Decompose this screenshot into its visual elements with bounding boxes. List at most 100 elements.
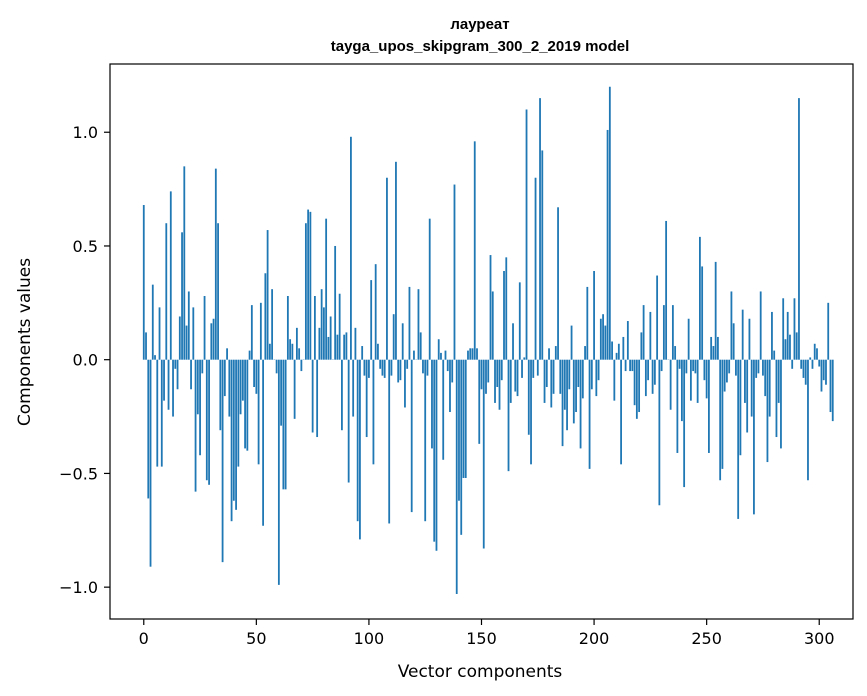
bar-176 [539,98,541,360]
bar-148 [476,348,478,360]
bar-283 [780,359,782,449]
bar-165 [514,359,517,392]
bar-6 [156,359,159,467]
bar-32 [214,168,217,360]
bar-29 [208,359,210,485]
bar-192 [575,359,577,413]
bar-14 [174,359,177,369]
bar-90 [345,332,348,360]
bar-56 [268,343,271,360]
y-tick-label: 1.0 [73,123,98,142]
bar-284 [782,298,785,360]
bar-292 [800,359,803,369]
bar-153 [487,359,490,383]
bar-225 [649,311,652,360]
x-axis: 0 50 100 150 200 250 300 [139,619,835,648]
bar-141 [460,359,463,535]
bar-142 [462,359,465,478]
bar-24 [196,359,199,415]
bar-259 [726,359,728,383]
bar-200 [593,270,595,360]
bar-306 [831,359,834,422]
bar-21 [190,359,192,390]
bar-62 [282,359,285,490]
bar-228 [656,275,659,360]
bar-300 [818,359,821,367]
bar-13 [172,359,174,417]
bar-36 [223,359,226,397]
bar-296 [809,357,812,360]
bar-277 [766,359,769,463]
bar-99 [365,359,368,438]
bar-207 [608,86,611,360]
bar-98 [363,359,366,376]
bar-144 [467,350,469,360]
x-axis-label: Vector components [398,662,563,682]
bar-1 [145,332,147,360]
bar-238 [678,359,681,369]
bar-247 [699,236,701,360]
bar-154 [489,255,492,360]
bar-248 [701,266,704,360]
x-tick-label: 0 [139,629,149,648]
bar-83 [329,316,332,360]
bar-30 [210,323,213,360]
bar-45 [244,359,246,449]
bar-260 [728,359,731,374]
y-axis-label: Components values [15,258,35,426]
bar-55 [266,230,269,360]
bar-17 [181,232,183,360]
bar-120 [413,350,415,360]
bar-146 [471,348,474,360]
bar-190 [570,325,573,360]
bar-75 [311,359,314,433]
bar-12 [169,191,172,360]
bar-287 [789,334,791,360]
bar-79 [320,289,323,360]
bar-70 [300,359,303,372]
bar-51 [257,359,260,465]
bar-256 [719,359,722,481]
bar-3 [149,359,152,567]
bar-177 [541,150,544,360]
bar-169 [523,357,526,360]
bar-22 [192,307,195,360]
bar-304 [827,302,830,360]
bar-149 [478,359,481,444]
x-tick-label: 300 [804,629,835,648]
bar-150 [480,359,483,390]
bar-234 [669,359,672,410]
bar-34 [219,359,222,431]
bar-131 [437,339,440,360]
bar-302 [822,359,825,381]
y-tick-label: −1.0 [59,578,98,597]
x-tick-label: 100 [354,629,385,648]
bar-291 [798,98,800,360]
bar-108 [386,177,388,360]
bar-137 [451,359,454,383]
bar-72 [304,223,307,360]
bar-124 [422,359,424,374]
bar-8 [160,359,163,467]
bar-18 [183,166,186,360]
bar-135 [446,359,449,372]
bar-244 [692,359,695,372]
bar-23 [194,359,197,492]
bar-92 [350,136,352,360]
bar-112 [395,161,397,360]
bar-96 [359,359,361,540]
bar-288 [791,359,794,369]
bar-249 [703,359,706,381]
bar-59 [275,359,278,374]
bar-223 [644,359,647,397]
bar-299 [816,348,818,360]
bar-264 [737,359,740,519]
bar-89 [343,334,346,360]
bar-94 [354,327,357,360]
bar-27 [203,296,206,360]
bar-275 [762,359,764,376]
bar-145 [469,348,472,360]
bar-237 [676,359,679,453]
bar-160 [503,270,505,360]
